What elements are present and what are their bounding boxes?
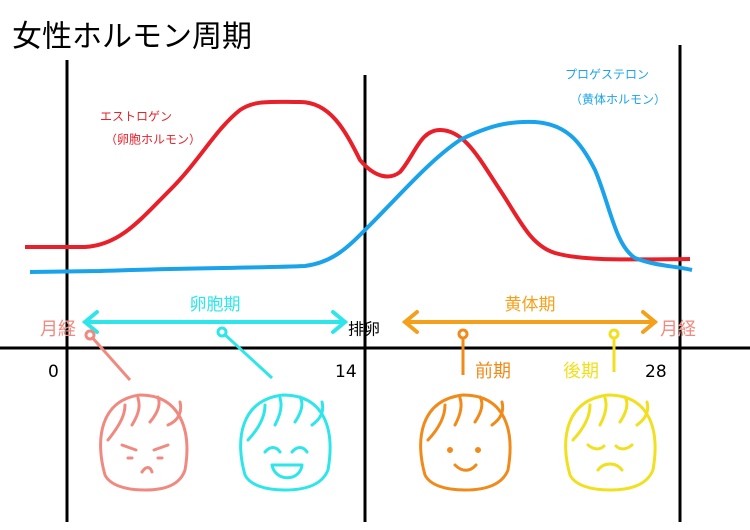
face-luteal-late <box>564 393 657 492</box>
phase-label: 黄体期 <box>505 295 556 315</box>
day-label: 0 <box>48 362 59 382</box>
hormone-subtitle: （黄体ホルモン） <box>570 93 666 107</box>
face-menstruation <box>99 393 189 492</box>
follicular-arrow <box>81 310 349 334</box>
menstruation-label: 月経 <box>660 319 696 340</box>
luteal-part: 後期 <box>563 361 599 382</box>
face-follicular <box>239 393 332 492</box>
axes <box>0 45 750 522</box>
face-luteal-early <box>419 393 512 492</box>
ovulation-label: 排卵 <box>348 320 380 339</box>
estrogen-curve <box>25 99 691 262</box>
day-label: 28 <box>645 362 667 382</box>
hormone-name: エストロゲン <box>100 110 172 124</box>
pointers <box>84 326 620 381</box>
title: 女性ホルモン周期 <box>12 20 252 55</box>
day-label: 14 <box>335 362 357 382</box>
luteal-arrow <box>401 310 659 334</box>
hormone-subtitle: （卵胞ホルモン） <box>105 133 201 147</box>
phase-label: 卵胞期 <box>190 295 241 315</box>
hormone-name: プロゲステロン <box>565 68 649 82</box>
menstruation-label: 月経 <box>40 319 76 340</box>
progesterone-curve <box>29 119 693 274</box>
luteal-part: 前期 <box>475 361 511 382</box>
